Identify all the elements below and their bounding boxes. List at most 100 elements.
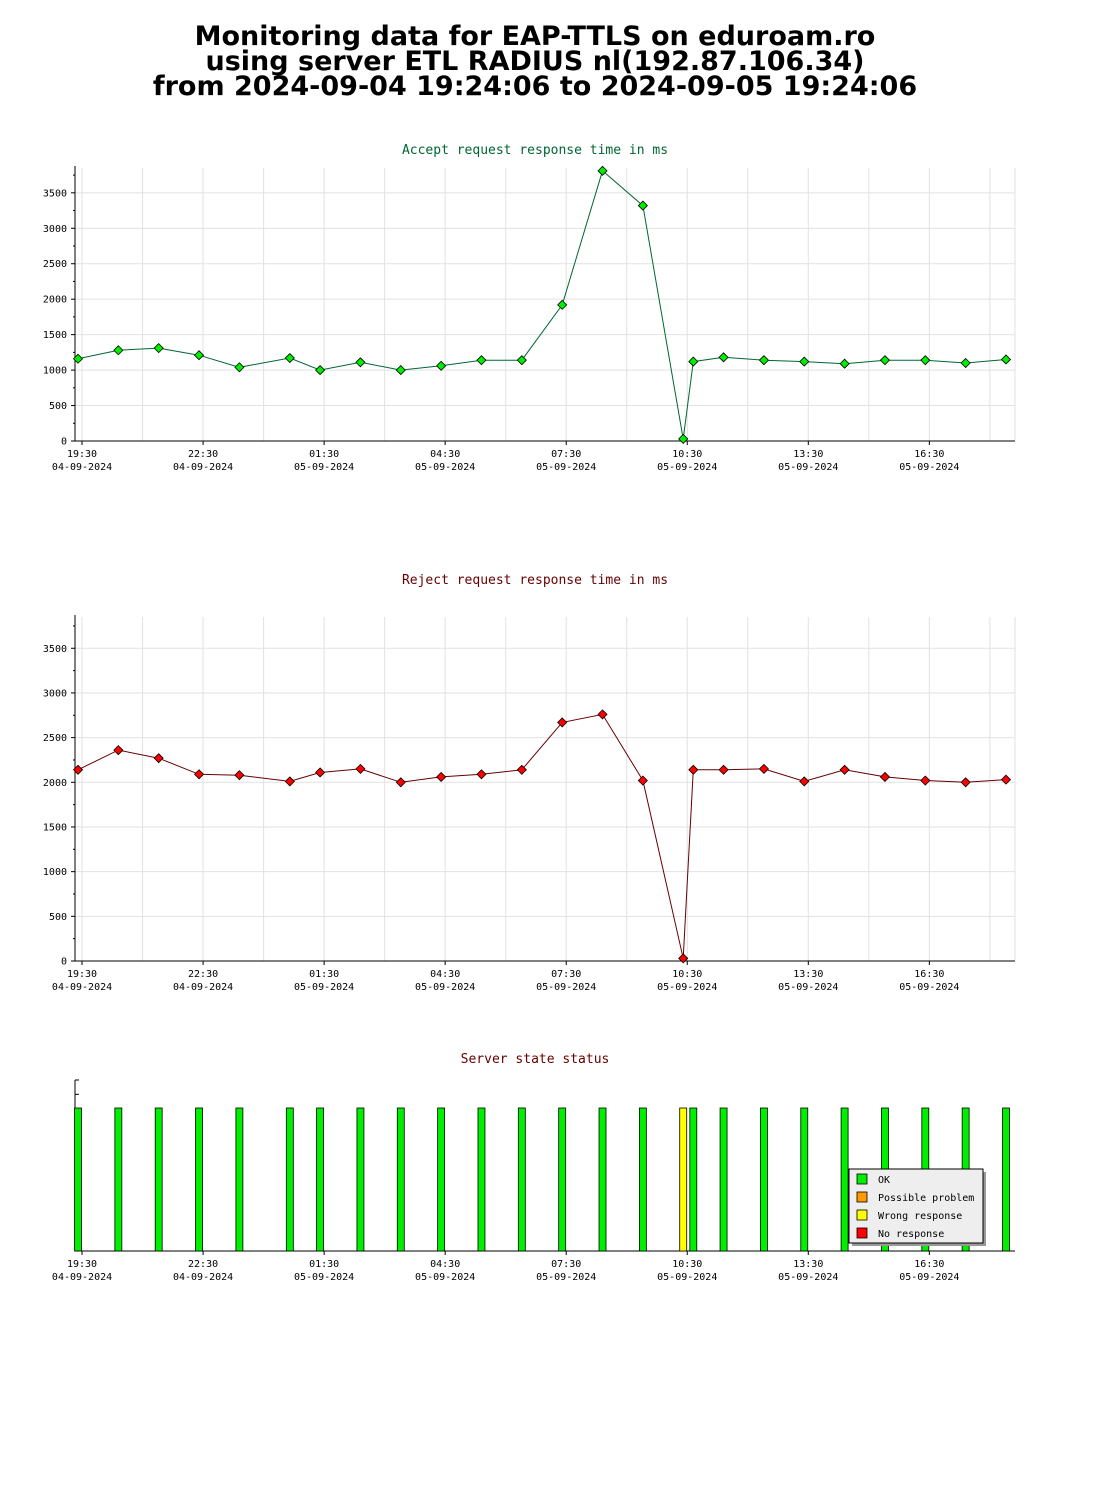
accept-y-tick-label: 0 <box>61 437 67 448</box>
status-x-tick-time: 16:30 <box>914 1259 944 1270</box>
reject-data-point <box>688 764 699 775</box>
accept-y-tick-label: 2500 <box>43 259 67 270</box>
legend-label-ok: OK <box>878 1175 890 1186</box>
accept-data-point <box>234 362 245 373</box>
accept-data-point <box>284 352 295 364</box>
accept-x-tick-time: 19:30 <box>67 449 97 460</box>
legend-label-no-response: No response <box>878 1229 944 1240</box>
accept-data-point <box>476 355 487 366</box>
accept-x-tick-time: 22:30 <box>188 449 218 460</box>
legend-swatch-possible-problem <box>856 1191 868 1203</box>
reject-data-point <box>436 771 447 783</box>
reject-y-tick-label: 1000 <box>43 867 67 878</box>
reject-data-point <box>960 777 971 788</box>
status-x-tick-time: 04:30 <box>430 1259 460 1270</box>
status-x-tick-time: 10:30 <box>672 1259 702 1270</box>
reject-x-tick-time: 16:30 <box>914 969 944 980</box>
accept-data-point <box>153 343 164 354</box>
reject-data-point <box>476 769 487 780</box>
reject-y-tick-label: 2000 <box>43 778 67 789</box>
reject-x-tick-time: 07:30 <box>551 969 581 980</box>
accept-y-tick-label: 3000 <box>43 224 67 235</box>
reject-y-tick-label: 2500 <box>43 733 67 744</box>
reject-x-tick-date: 04-09-2024 <box>52 982 112 993</box>
accept-data-point <box>597 165 608 176</box>
reject-data-point <box>284 776 295 787</box>
accept-data-point <box>799 356 810 367</box>
status-bar <box>437 1107 446 1252</box>
reject-x-tick-time: 04:30 <box>430 969 460 980</box>
status-x-tick-date: 05-09-2024 <box>294 1272 354 1283</box>
accept-x-tick-date: 04-09-2024 <box>52 462 112 473</box>
accept-data-point <box>355 357 366 368</box>
reject-data-point <box>153 753 164 764</box>
accept-x-tick-time: 07:30 <box>551 449 581 460</box>
status-x-tick-date: 04-09-2024 <box>52 1272 112 1283</box>
status-x-tick-time: 07:30 <box>551 1259 581 1270</box>
status-bar <box>517 1107 526 1252</box>
status-bar <box>638 1107 647 1252</box>
status-x-tick-date: 05-09-2024 <box>778 1272 838 1283</box>
reject-x-tick-date: 05-09-2024 <box>536 982 596 993</box>
reject-data-point <box>193 769 205 780</box>
status-x-tick-time: 22:30 <box>188 1259 218 1270</box>
accept-data-point <box>637 200 648 211</box>
accept-data-point <box>516 355 527 366</box>
reject-data-point <box>839 764 850 775</box>
accept-data-point <box>758 355 769 366</box>
reject-data-point <box>557 717 568 728</box>
accept-data-point <box>72 353 84 364</box>
accept-data-point <box>879 355 891 366</box>
status-x-tick-date: 05-09-2024 <box>415 1272 475 1283</box>
status-bar <box>154 1107 163 1252</box>
accept-y-tick-label: 2000 <box>43 295 67 306</box>
accept-data-point <box>718 352 729 363</box>
legend-label-wrong-response: Wrong response <box>878 1211 962 1222</box>
status-bar <box>800 1107 809 1252</box>
reject-data-point <box>879 771 891 783</box>
reject-data-point <box>637 775 648 786</box>
status-bar <box>114 1107 123 1252</box>
reject-response-chart: 0 500 1000 1500 2000 2500 3000 3500 19:30 04-09-2… <box>43 615 1016 993</box>
reject-x-tick-time: 13:30 <box>793 969 823 980</box>
accept-x-tick-time: 13:30 <box>793 449 823 460</box>
status-bar <box>679 1107 688 1252</box>
status-bar <box>396 1107 405 1252</box>
status-chart-title: Server state status <box>461 1052 610 1067</box>
accept-data-point <box>1000 354 1012 365</box>
reject-data-point <box>516 764 527 775</box>
reject-data-point <box>395 777 406 788</box>
status-x-tick-date: 05-09-2024 <box>899 1272 959 1283</box>
reject-x-tick-time: 01:30 <box>309 969 339 980</box>
accept-y-tick-label: 3500 <box>43 188 67 199</box>
reject-data-point <box>1000 774 1012 785</box>
reject-x-tick-time: 22:30 <box>188 969 218 980</box>
accept-data-point <box>193 350 205 361</box>
accept-data-point <box>395 365 406 376</box>
status-x-tick-date: 05-09-2024 <box>657 1272 717 1283</box>
status-bar <box>477 1107 486 1252</box>
reject-y-tick-label: 500 <box>49 912 67 923</box>
accept-data-point <box>678 433 689 444</box>
accept-data-point <box>960 357 971 369</box>
accept-x-tick-date: 05-09-2024 <box>657 462 717 473</box>
page-title: Monitoring data for EAP-TTLS on eduroam.… <box>0 21 1070 102</box>
status-x-tick-date: 05-09-2024 <box>536 1272 596 1283</box>
accept-data-point <box>688 356 699 367</box>
reject-y-tick-label: 3500 <box>43 644 67 655</box>
reject-data-point <box>355 763 366 774</box>
accept-y-tick-label: 500 <box>49 401 67 412</box>
reject-y-tick-label: 1500 <box>43 822 67 833</box>
status-bar <box>558 1107 567 1252</box>
reject-data-point <box>920 775 931 786</box>
legend-swatch-ok <box>856 1173 868 1185</box>
reject-x-tick-date: 04-09-2024 <box>173 982 233 993</box>
reject-series-line <box>77 713 1007 959</box>
accept-response-chart: 0 500 1000 1500 2000 2500 3000 3500 19:30 04-09-2… <box>43 165 1016 473</box>
title-line-1: Monitoring data for EAP-TTLS on eduroam.… <box>194 21 876 52</box>
title-line-3: from 2024-09-04 19:24:06 to 2024-09-05 1… <box>152 71 918 102</box>
accept-x-tick-date: 05-09-2024 <box>899 462 959 473</box>
status-x-tick-time: 19:30 <box>67 1259 97 1270</box>
accept-data-point <box>436 360 447 371</box>
